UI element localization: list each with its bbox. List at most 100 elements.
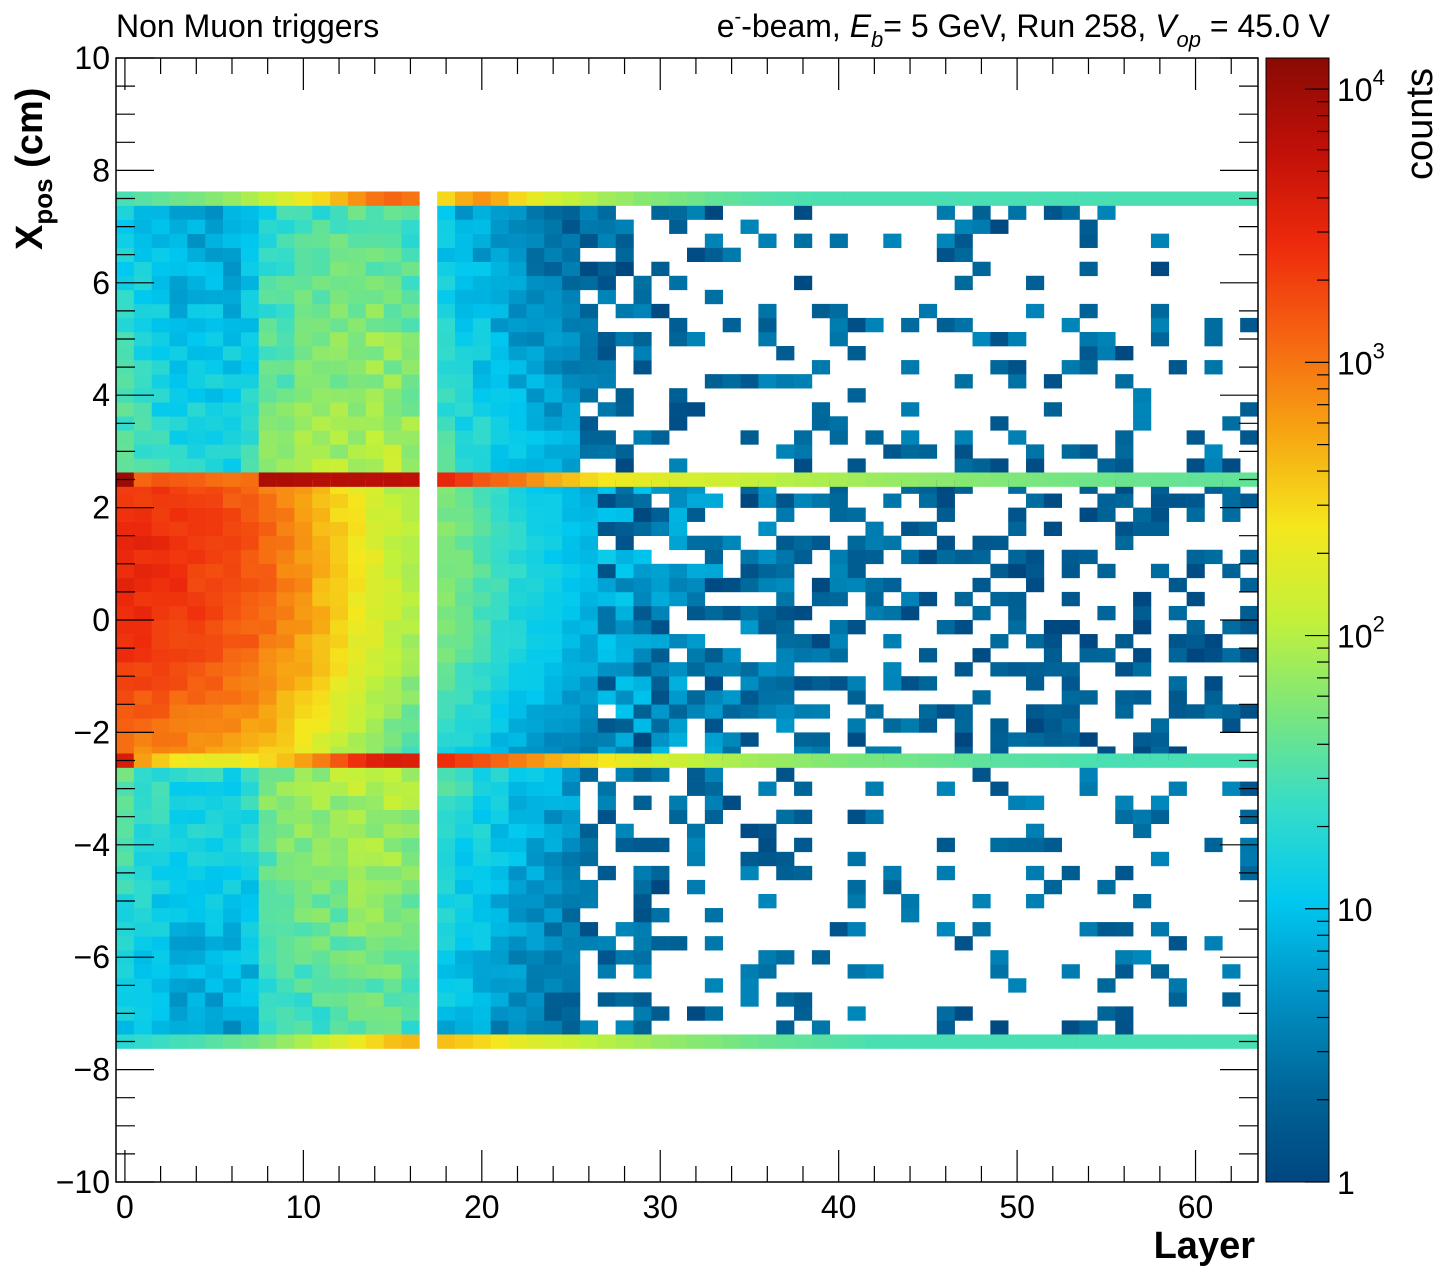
heatmap-cell: [169, 837, 188, 853]
heatmap-cell: [740, 676, 759, 691]
heatmap-cell: [169, 620, 188, 635]
heatmap-cell: [401, 1034, 420, 1049]
heatmap-cell: [1222, 753, 1241, 768]
heatmap-cell: [437, 549, 456, 565]
heatmap-cell: [490, 823, 509, 839]
heatmap-cell: [455, 662, 474, 677]
heatmap-cell: [294, 865, 313, 881]
heatmap-cell: [437, 388, 456, 403]
heatmap-cell: [508, 936, 527, 951]
heatmap-cell: [312, 416, 331, 431]
heatmap-cell: [597, 865, 616, 881]
heatmap-cell: [669, 205, 688, 220]
heatmap-cell: [1097, 507, 1116, 522]
heatmap-cell: [972, 577, 991, 593]
heatmap-cell: [740, 430, 759, 445]
heatmap-cell: [240, 360, 260, 375]
heatmap-cell: [1043, 472, 1063, 487]
heatmap-cell: [455, 648, 474, 663]
heatmap-cell: [151, 591, 170, 607]
heatmap-cell: [294, 1006, 313, 1021]
heatmap-cell: [544, 662, 563, 677]
heatmap-cell: [383, 563, 402, 579]
heatmap-cell: [151, 964, 170, 979]
heatmap-cell: [490, 908, 509, 923]
title-charge: -: [735, 6, 742, 28]
heatmap-cell: [276, 1034, 295, 1049]
heatmap-cell: [258, 950, 277, 965]
heatmap-cell: [901, 430, 920, 445]
heatmap-cell: [508, 767, 527, 782]
heatmap-cell: [544, 676, 563, 691]
heatmap-cell: [1061, 676, 1080, 691]
x-tick-label: 0: [116, 1189, 134, 1225]
heatmap-cell: [936, 317, 955, 333]
heatmap-cell: [240, 247, 260, 263]
heatmap-cell: [383, 388, 402, 403]
heatmap-cell: [1026, 458, 1045, 473]
heatmap-cell: [669, 535, 688, 551]
heatmap-cell: [312, 458, 331, 473]
heatmap-cell: [187, 704, 206, 719]
heatmap-cell: [562, 605, 581, 621]
heatmap-cell: [294, 360, 313, 375]
heatmap-cell: [615, 261, 634, 277]
heatmap-cell: [472, 1006, 492, 1021]
heatmap-cell: [508, 360, 527, 375]
heatmap-cell: [258, 837, 277, 853]
heatmap-cell: [151, 634, 170, 649]
heatmap-cell: [240, 809, 260, 825]
heatmap-cell: [347, 936, 367, 951]
heatmap-cell: [437, 402, 456, 417]
heatmap-cell: [615, 191, 634, 206]
heatmap-cell: [1240, 577, 1259, 593]
heatmap-cell: [794, 374, 813, 389]
heatmap-cell: [437, 781, 456, 796]
heatmap-cell: [1168, 676, 1187, 691]
heatmap-cell: [312, 472, 331, 487]
heatmap-cell: [205, 261, 224, 277]
heatmap-cell: [383, 1020, 402, 1035]
heatmap-cell: [472, 563, 492, 579]
heatmap-cell: [151, 521, 170, 536]
heatmap-cell: [508, 444, 527, 459]
heatmap-cell: [169, 795, 188, 810]
heatmap-cell: [205, 795, 224, 810]
heatmap-cell: [704, 233, 723, 248]
heatmap-cell: [1026, 753, 1045, 768]
heatmap-cell: [383, 865, 402, 881]
heatmap-cell: [472, 718, 492, 733]
heatmap-cell: [526, 809, 545, 825]
heatmap-cell: [954, 430, 973, 445]
heatmap-cell: [918, 676, 938, 691]
heatmap-cell: [401, 563, 420, 579]
heatmap-cell: [544, 648, 563, 663]
heatmap-cell: [740, 978, 759, 993]
heatmap-cell: [954, 444, 973, 459]
heatmap-cell: [223, 964, 242, 979]
heatmap-cell: [794, 191, 813, 206]
heatmap-cell: [597, 605, 616, 621]
heatmap-cell: [151, 662, 170, 677]
heatmap-cell: [437, 275, 456, 291]
heatmap-cell: [330, 472, 349, 487]
heatmap-cell: [651, 605, 670, 621]
heatmap-cell: [151, 620, 170, 635]
heatmap-cell: [240, 795, 260, 810]
heatmap-cell: [347, 809, 367, 825]
heatmap-cell: [205, 346, 224, 361]
heatmap-cell: [240, 416, 260, 431]
heatmap-cell: [472, 1020, 492, 1035]
heatmap-cell: [187, 591, 206, 607]
heatmap-cell: [883, 676, 902, 691]
heatmap-cell: [687, 767, 706, 782]
heatmap-cell: [133, 936, 152, 951]
heatmap-cell: [597, 781, 616, 796]
heatmap-cell: [401, 591, 420, 607]
heatmap-cell: [187, 1006, 206, 1021]
heatmap-cell: [972, 893, 991, 909]
heatmap-cell: [187, 563, 206, 579]
heatmap-cell: [883, 444, 902, 459]
heatmap-cell: [187, 753, 206, 768]
heatmap-cell: [776, 1034, 795, 1049]
